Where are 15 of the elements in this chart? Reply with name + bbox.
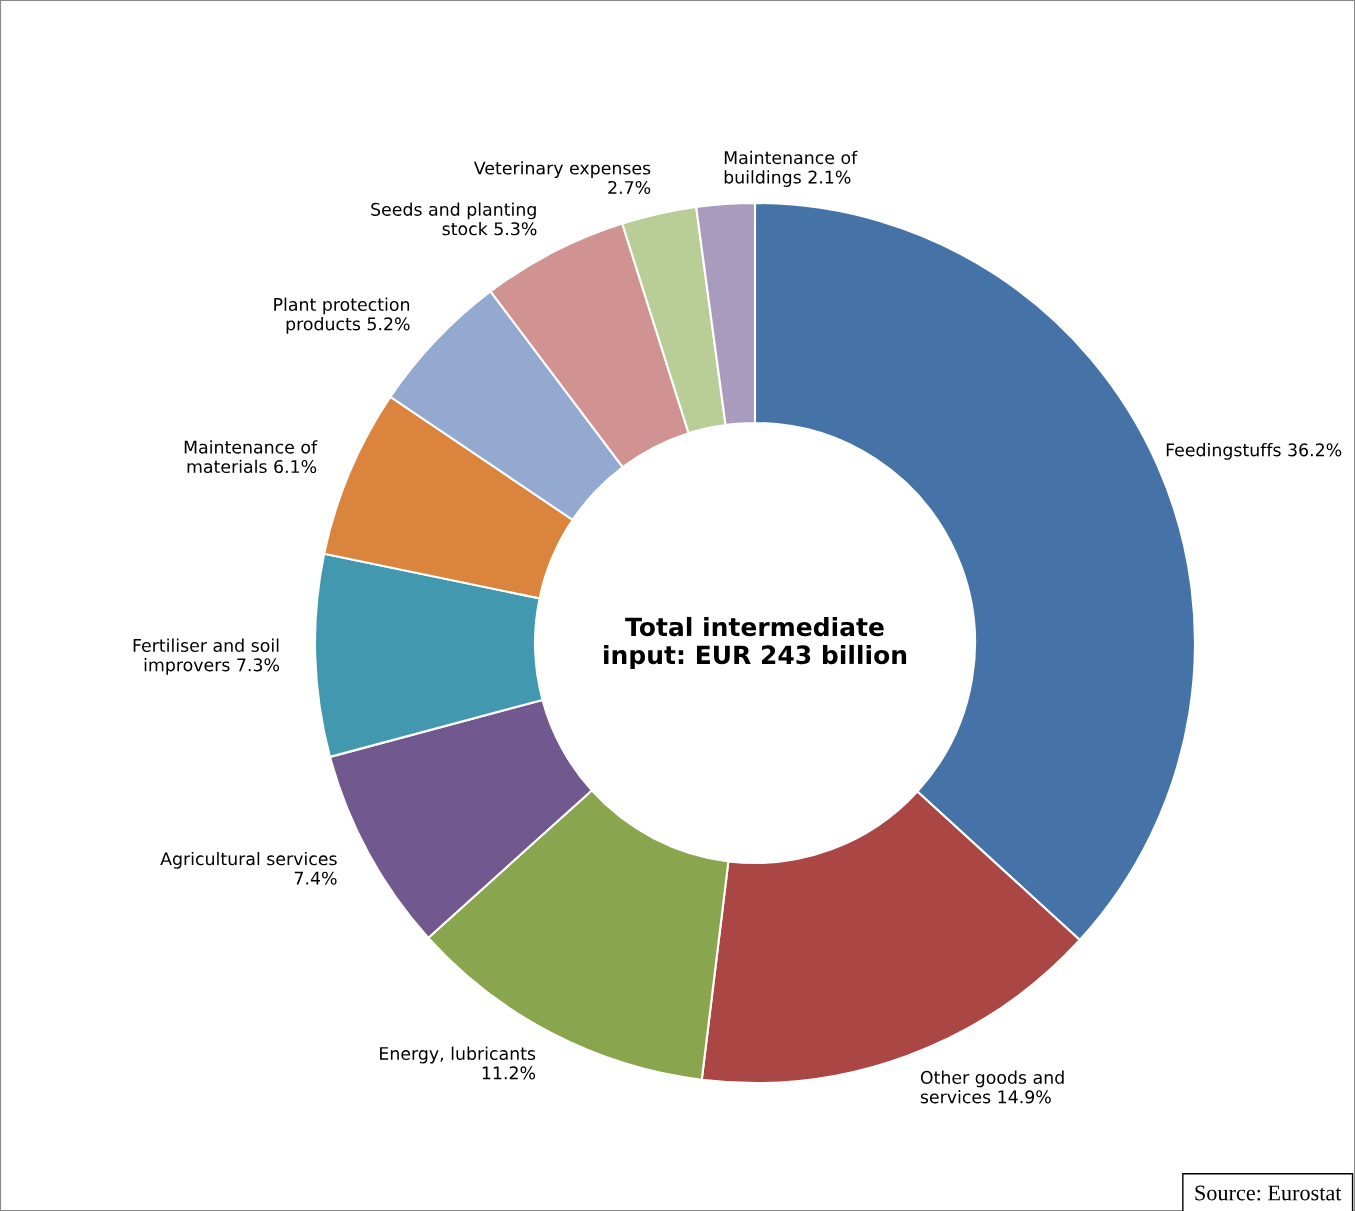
slice-label: Agricultural services: [160, 851, 337, 869]
source-note: Source: Eurostat: [1195, 1185, 1342, 1201]
slice-label: Feedingstuffs 36.2%: [1166, 442, 1342, 460]
data-label: 11.2%: [482, 1066, 536, 1080]
slice-label: Other goods and services 14.9%: [920, 1070, 1064, 1104]
slice-label: Plant protection products 5.2%: [274, 297, 410, 334]
data-label: 7.4%: [294, 871, 337, 885]
data-label: 2.7%: [608, 180, 651, 195]
slice-label: Energy, lubricants: [380, 1046, 536, 1064]
slice-label: Seeds and planting stock 5.3%: [371, 202, 537, 236]
slice-label: Fertiliser and soil improvers 7.3%: [133, 638, 280, 675]
slice-label: Maintenance of buildings 2.1%: [724, 150, 858, 187]
text: Total intermediate input: EUR 243 billion: [604, 616, 907, 670]
slice-label: Maintenance of materials 6.1%: [184, 440, 318, 474]
slice-label: Veterinary expenses: [473, 161, 651, 178]
